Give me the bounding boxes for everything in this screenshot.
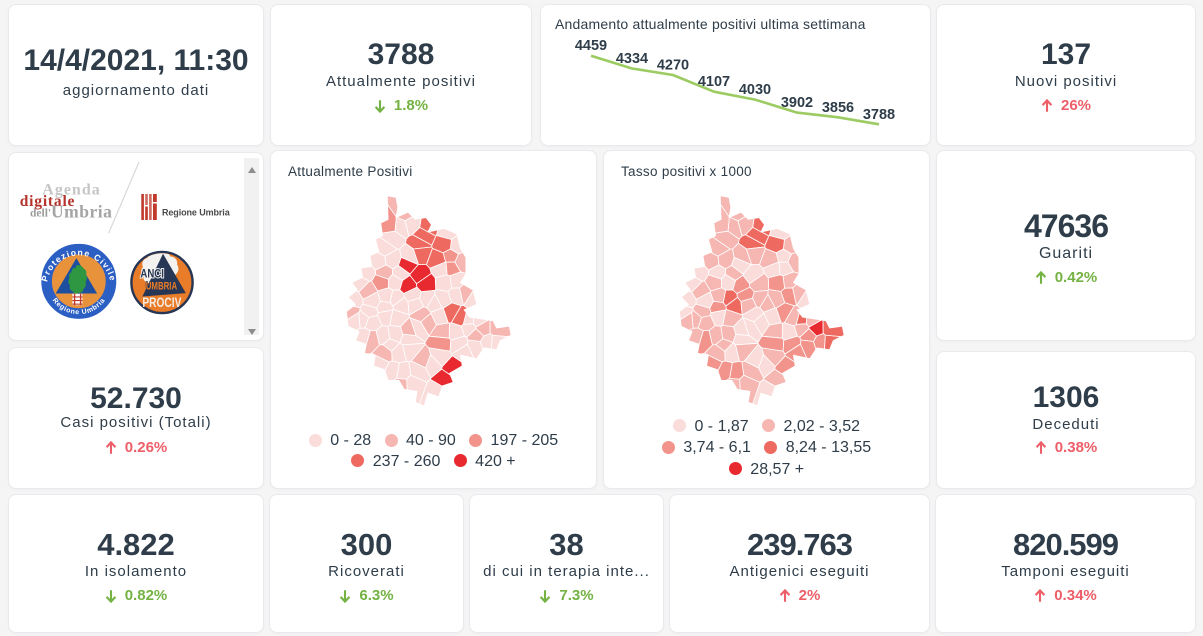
svg-text:4459: 4459 <box>575 38 607 54</box>
svg-text:ANCI: ANCI <box>140 269 164 281</box>
svg-text:Agenda: Agenda <box>42 182 100 199</box>
svg-text:Regione Umbria: Regione Umbria <box>162 208 231 218</box>
svg-text:Umbria: Umbria <box>51 202 112 222</box>
svg-text:4107: 4107 <box>698 74 730 90</box>
svg-text:3788: 3788 <box>863 107 895 123</box>
svg-text:digitale: digitale <box>20 193 75 210</box>
svg-text:PROCIV: PROCIV <box>142 295 181 310</box>
svg-text:4270: 4270 <box>657 58 689 74</box>
svg-text:4030: 4030 <box>739 82 771 98</box>
svg-text:UMBRIA: UMBRIA <box>146 281 178 293</box>
svg-text:dell': dell' <box>30 208 51 220</box>
svg-text:3856: 3856 <box>822 100 854 116</box>
svg-text:4334: 4334 <box>616 51 648 67</box>
svg-text:3902: 3902 <box>781 95 813 111</box>
